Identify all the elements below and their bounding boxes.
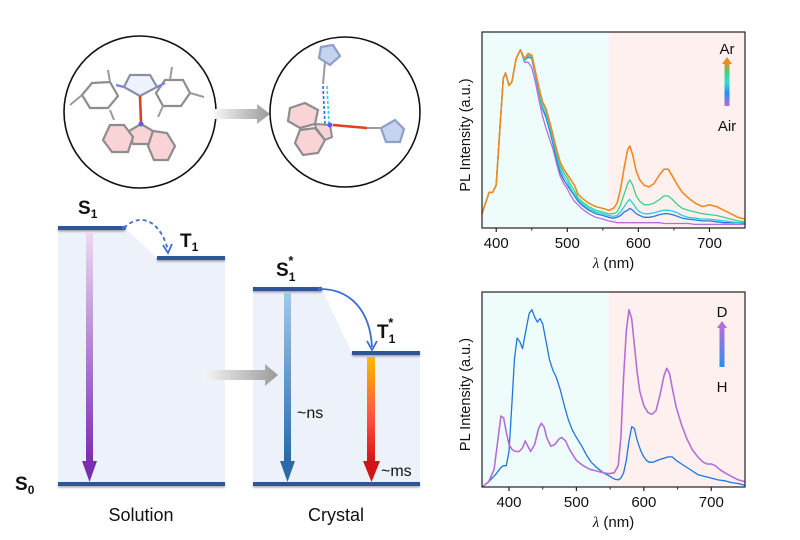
solution-label: Solution	[108, 505, 173, 525]
crystal-s1-label: S1*	[276, 253, 296, 284]
x-tick-label: 400	[496, 494, 521, 511]
solution-molecule-circle	[63, 35, 217, 189]
shade-region-1	[608, 32, 745, 228]
series-line-ar	[481, 49, 746, 220]
crystal-t1-level	[352, 351, 420, 355]
x-tick-label: 500	[564, 494, 589, 511]
crystal-s1-level	[253, 287, 322, 291]
x-tick-label: 700	[697, 235, 722, 252]
solution-t1-label: T1	[180, 231, 199, 254]
x-axis-label: λ (nm)	[592, 514, 635, 531]
fluorescence-lifetime-label: ~ns	[297, 405, 323, 422]
x-tick-label: 600	[631, 494, 656, 511]
transition-arrow-top	[214, 104, 270, 124]
legend-top-label: D	[717, 304, 728, 321]
energy-diagram: S1 T1 S0 S1* T1* ~ns ~ms Solution Crysta…	[15, 198, 420, 525]
plot-frame	[481, 31, 746, 229]
series-line-d	[481, 308, 746, 488]
crystal-fluorescence-arrow	[280, 293, 295, 482]
legend-bottom-label: Air	[718, 118, 736, 135]
solution-emission-arrow	[82, 232, 97, 482]
pl-chart-atmosphere: 400 500 600 700 λ (nm) PL Intensity (a.u.) Ar A…	[458, 31, 746, 272]
crystal-s0-level	[253, 482, 420, 486]
x-tick-label: 500	[555, 235, 580, 252]
shade-region-0	[482, 32, 609, 228]
y-axis-label: PL Intensity (a.u.)	[458, 78, 474, 191]
plot-frame	[481, 291, 746, 488]
transition-arrow-diagram	[203, 364, 278, 386]
x-axis-label: λ (nm)	[592, 255, 635, 272]
solution-s1-level	[58, 226, 125, 230]
crystal-t1-label: T1*	[377, 315, 396, 346]
phosphorescence-lifetime-label: ~ms	[381, 463, 412, 480]
legend-gradient-bar	[719, 327, 725, 367]
x-tick-label: 600	[626, 235, 651, 252]
shade-region-0	[482, 292, 609, 487]
crystal-label: Crystal	[308, 505, 364, 525]
y-axis-label: PL Intensity (a.u.)	[458, 338, 474, 451]
x-tick-label: 700	[699, 494, 724, 511]
legend-top-label: Ar	[720, 41, 735, 58]
x-tick-label: 400	[484, 235, 509, 252]
crystal-molecule-circle	[269, 36, 421, 188]
legend-bottom-label: H	[717, 379, 728, 396]
solution-s0-level	[58, 482, 225, 486]
solution-isc-arrow	[121, 219, 173, 255]
legend-gradient-bar	[724, 63, 730, 106]
crystal-panel-bg	[253, 289, 420, 484]
legend-arrow-head-icon	[722, 57, 732, 64]
molecule-panel	[63, 35, 421, 189]
solution-t1-level	[157, 256, 225, 260]
solution-panel-bg	[58, 228, 225, 484]
crystal-isc-arrow	[317, 286, 378, 352]
s0-label: S0	[15, 474, 35, 497]
legend-arrow-head-icon	[717, 321, 727, 328]
pl-chart-isotope: 400 500 600 700 λ (nm) PL Intensity (a.u.) D H	[458, 291, 746, 531]
crystal-phosphorescence-arrow	[363, 357, 380, 482]
solution-s1-label: S1	[78, 198, 98, 221]
